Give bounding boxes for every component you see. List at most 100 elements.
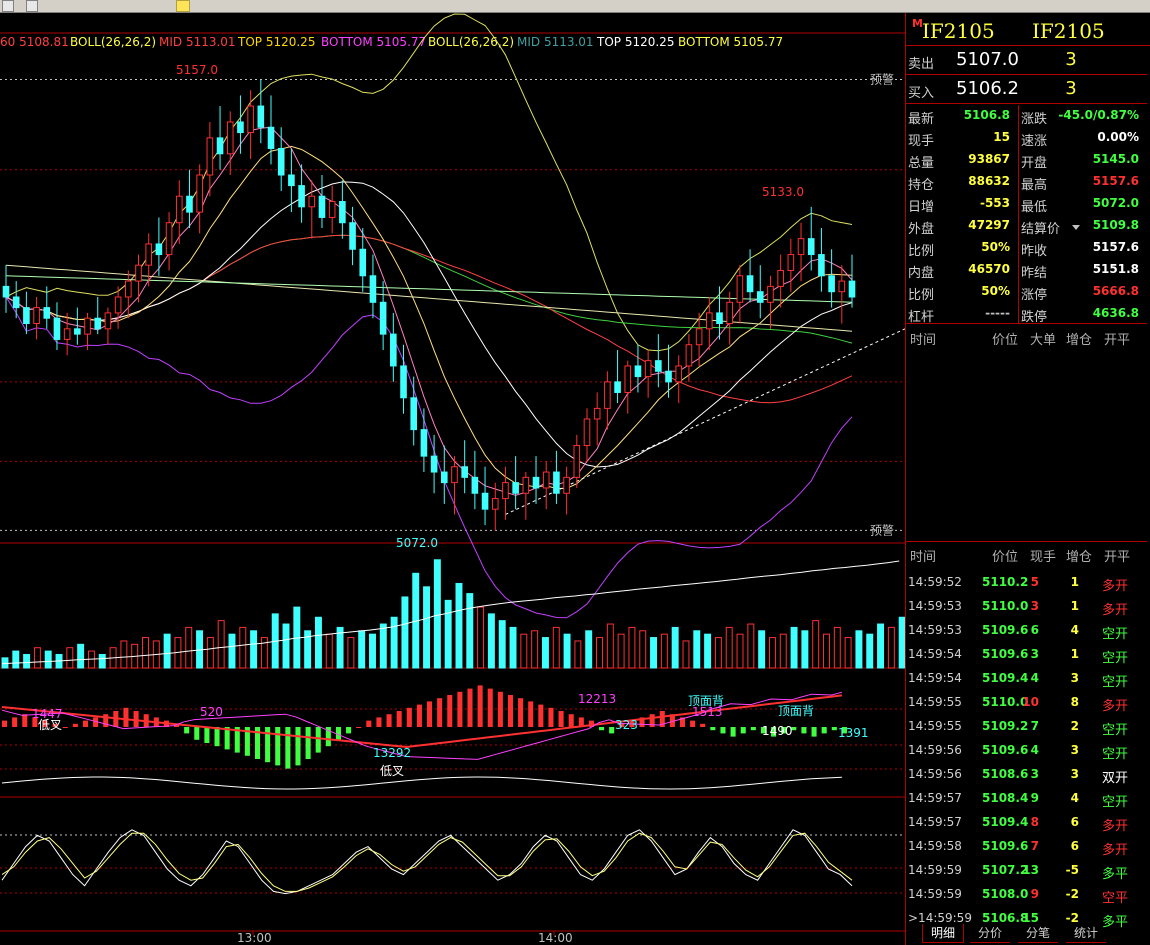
candle-body [583,418,591,447]
highlight-icon[interactable] [176,0,190,12]
tick-time: 14:59:53 [908,599,962,613]
tick-row[interactable]: 14:59:56 5108.6 3 3 双开 [906,763,1147,787]
macd-bar [295,727,301,766]
ma20-line [5,181,853,468]
tick-inc: 3 [1070,767,1079,781]
tick-row[interactable]: 14:59:54 5109.4 4 3 空开 [906,667,1147,691]
stat-label: 总量 [908,156,935,171]
macd-bar [457,691,463,727]
tick-row[interactable]: 14:59:59 5108.0 9 -2 空平 [906,883,1147,907]
tick-row[interactable]: 14:59:56 5109.6 4 3 空开 [906,739,1147,763]
tab-stats[interactable]: 统计 [1066,924,1107,943]
save-icon[interactable] [26,0,38,12]
panel-tabs: 明细 分价 分笔 统计 [918,924,1150,944]
tick-row[interactable]: 14:59:55 5110.0 10 8 多开 [906,691,1147,715]
ask-price: 5107.0 [956,49,1019,70]
candle-body [807,238,815,256]
col-oc: 开平 [1104,550,1131,565]
stat-label: 最低 [1021,200,1048,215]
tick-row[interactable]: 14:59:57 5108.4 9 4 空开 [906,787,1147,811]
stats-row: 总量 93867 开盘 5145.0 [906,149,1147,171]
legend-top-b: TOP 5120.25 [596,35,674,49]
tick-type: 双开 [1102,771,1129,786]
volume-bar [498,620,506,669]
tick-price: 5106.8 [982,911,1029,925]
recent-high-label: 5133.0 [762,185,804,199]
kline-chart[interactable]: 60 5108.81 BOLL(26,26,2) MID 5113.01 TOP… [0,13,905,945]
candle-body [155,243,163,256]
contract-name: IF2105 [1032,19,1105,43]
candle-body [665,370,672,383]
m-mark: M [912,17,923,30]
tick-row[interactable]: 14:59:58 5109.6 7 6 多开 [906,835,1147,859]
tab-ticks[interactable]: 分笔 [1018,924,1059,943]
candle-body [777,269,784,287]
candle-body [226,121,234,155]
volume-bar [12,650,20,669]
macd-label: 12213 [578,692,616,706]
contract-code: IF2105 [922,19,995,43]
macd-bar [487,688,493,727]
stats-row: 外盘 47297 结算价 5109.8 [906,215,1147,237]
volume-bar [585,630,593,669]
macd-bar [437,698,443,727]
tick-row[interactable]: 14:59:57 5109.4 8 6 多开 [906,811,1147,835]
legend-boll-b: BOLL(26,26,2) [428,35,514,49]
tick-price: 5107.2 [982,863,1029,877]
tick-inc: 4 [1070,791,1079,805]
volume-bar [487,613,495,669]
candle-body [135,264,142,282]
macd-bar [2,720,8,727]
tick-type: 多开 [1102,603,1129,618]
candle-body [532,476,540,489]
candle-body [746,275,754,293]
legend-mid-a: MID 5113.01 [159,35,236,49]
candle-body [695,328,703,346]
tick-type: 空平 [1102,891,1129,906]
tick-row[interactable]: 14:59:55 5109.2 7 2 空开 [906,715,1147,739]
stat-value: 5157.6 [1092,174,1139,188]
col-price: 价位 [992,333,1019,348]
candle-body [247,105,254,134]
stats-row: 比例 50% 昨收 5157.6 [906,237,1147,259]
volume-bar [444,599,452,669]
tick-row[interactable]: 14:59:53 5110.0 3 1 多开 [906,595,1147,619]
macd-bar [52,723,58,727]
tab-price-dist[interactable]: 分价 [970,924,1011,943]
macd-bar [376,717,382,727]
tick-row[interactable]: 14:59:52 5110.2 5 1 多开 [906,571,1147,595]
tick-price: 5110.0 [982,695,1029,709]
candle-body [12,296,20,309]
tick-row[interactable]: 14:59:59 5107.2 13 -5 多平 [906,859,1147,883]
legend-mid-b: MID 5113.01 [517,35,594,49]
macd-bar [356,727,362,728]
candle-body [522,476,530,494]
tick-row[interactable]: 14:59:53 5109.6 6 4 空开 [906,619,1147,643]
macd-bar [214,727,220,747]
volume-bar [898,616,905,669]
tick-row[interactable]: >14:59:59 5106.8 15 -2 多平 [906,907,1147,931]
candle-body [390,333,397,367]
volume-bar [509,626,517,669]
macd-label: 323 [615,718,638,732]
tick-qty: 3 [1030,767,1039,781]
col-inc: 增仓 [1066,550,1093,565]
candle-body [512,482,519,494]
tick-row[interactable]: 14:59:54 5109.6 3 1 空开 [906,643,1147,667]
stats-row: 杠杆 ----- 跌停 4636.8 [906,303,1147,325]
section-divider [906,541,1147,542]
bigorder-header: 时间 价位 大单 增仓 开平 [906,326,1147,348]
tick-price: 5110.0 [982,599,1029,613]
stat-value: 5072.0 [1092,196,1139,210]
tick-price: 5110.2 [982,575,1029,589]
window-icon[interactable] [2,0,14,12]
chevron-down-icon[interactable] [1072,225,1080,230]
tab-detail[interactable]: 明细 [922,924,965,943]
volume-bar [347,637,355,669]
tick-type: 空开 [1102,747,1129,762]
tick-price: 5108.6 [982,767,1029,781]
macd-bar [427,701,433,727]
col-big: 大单 [1030,333,1057,348]
macd-bar [346,727,352,734]
candle-body [624,365,632,393]
